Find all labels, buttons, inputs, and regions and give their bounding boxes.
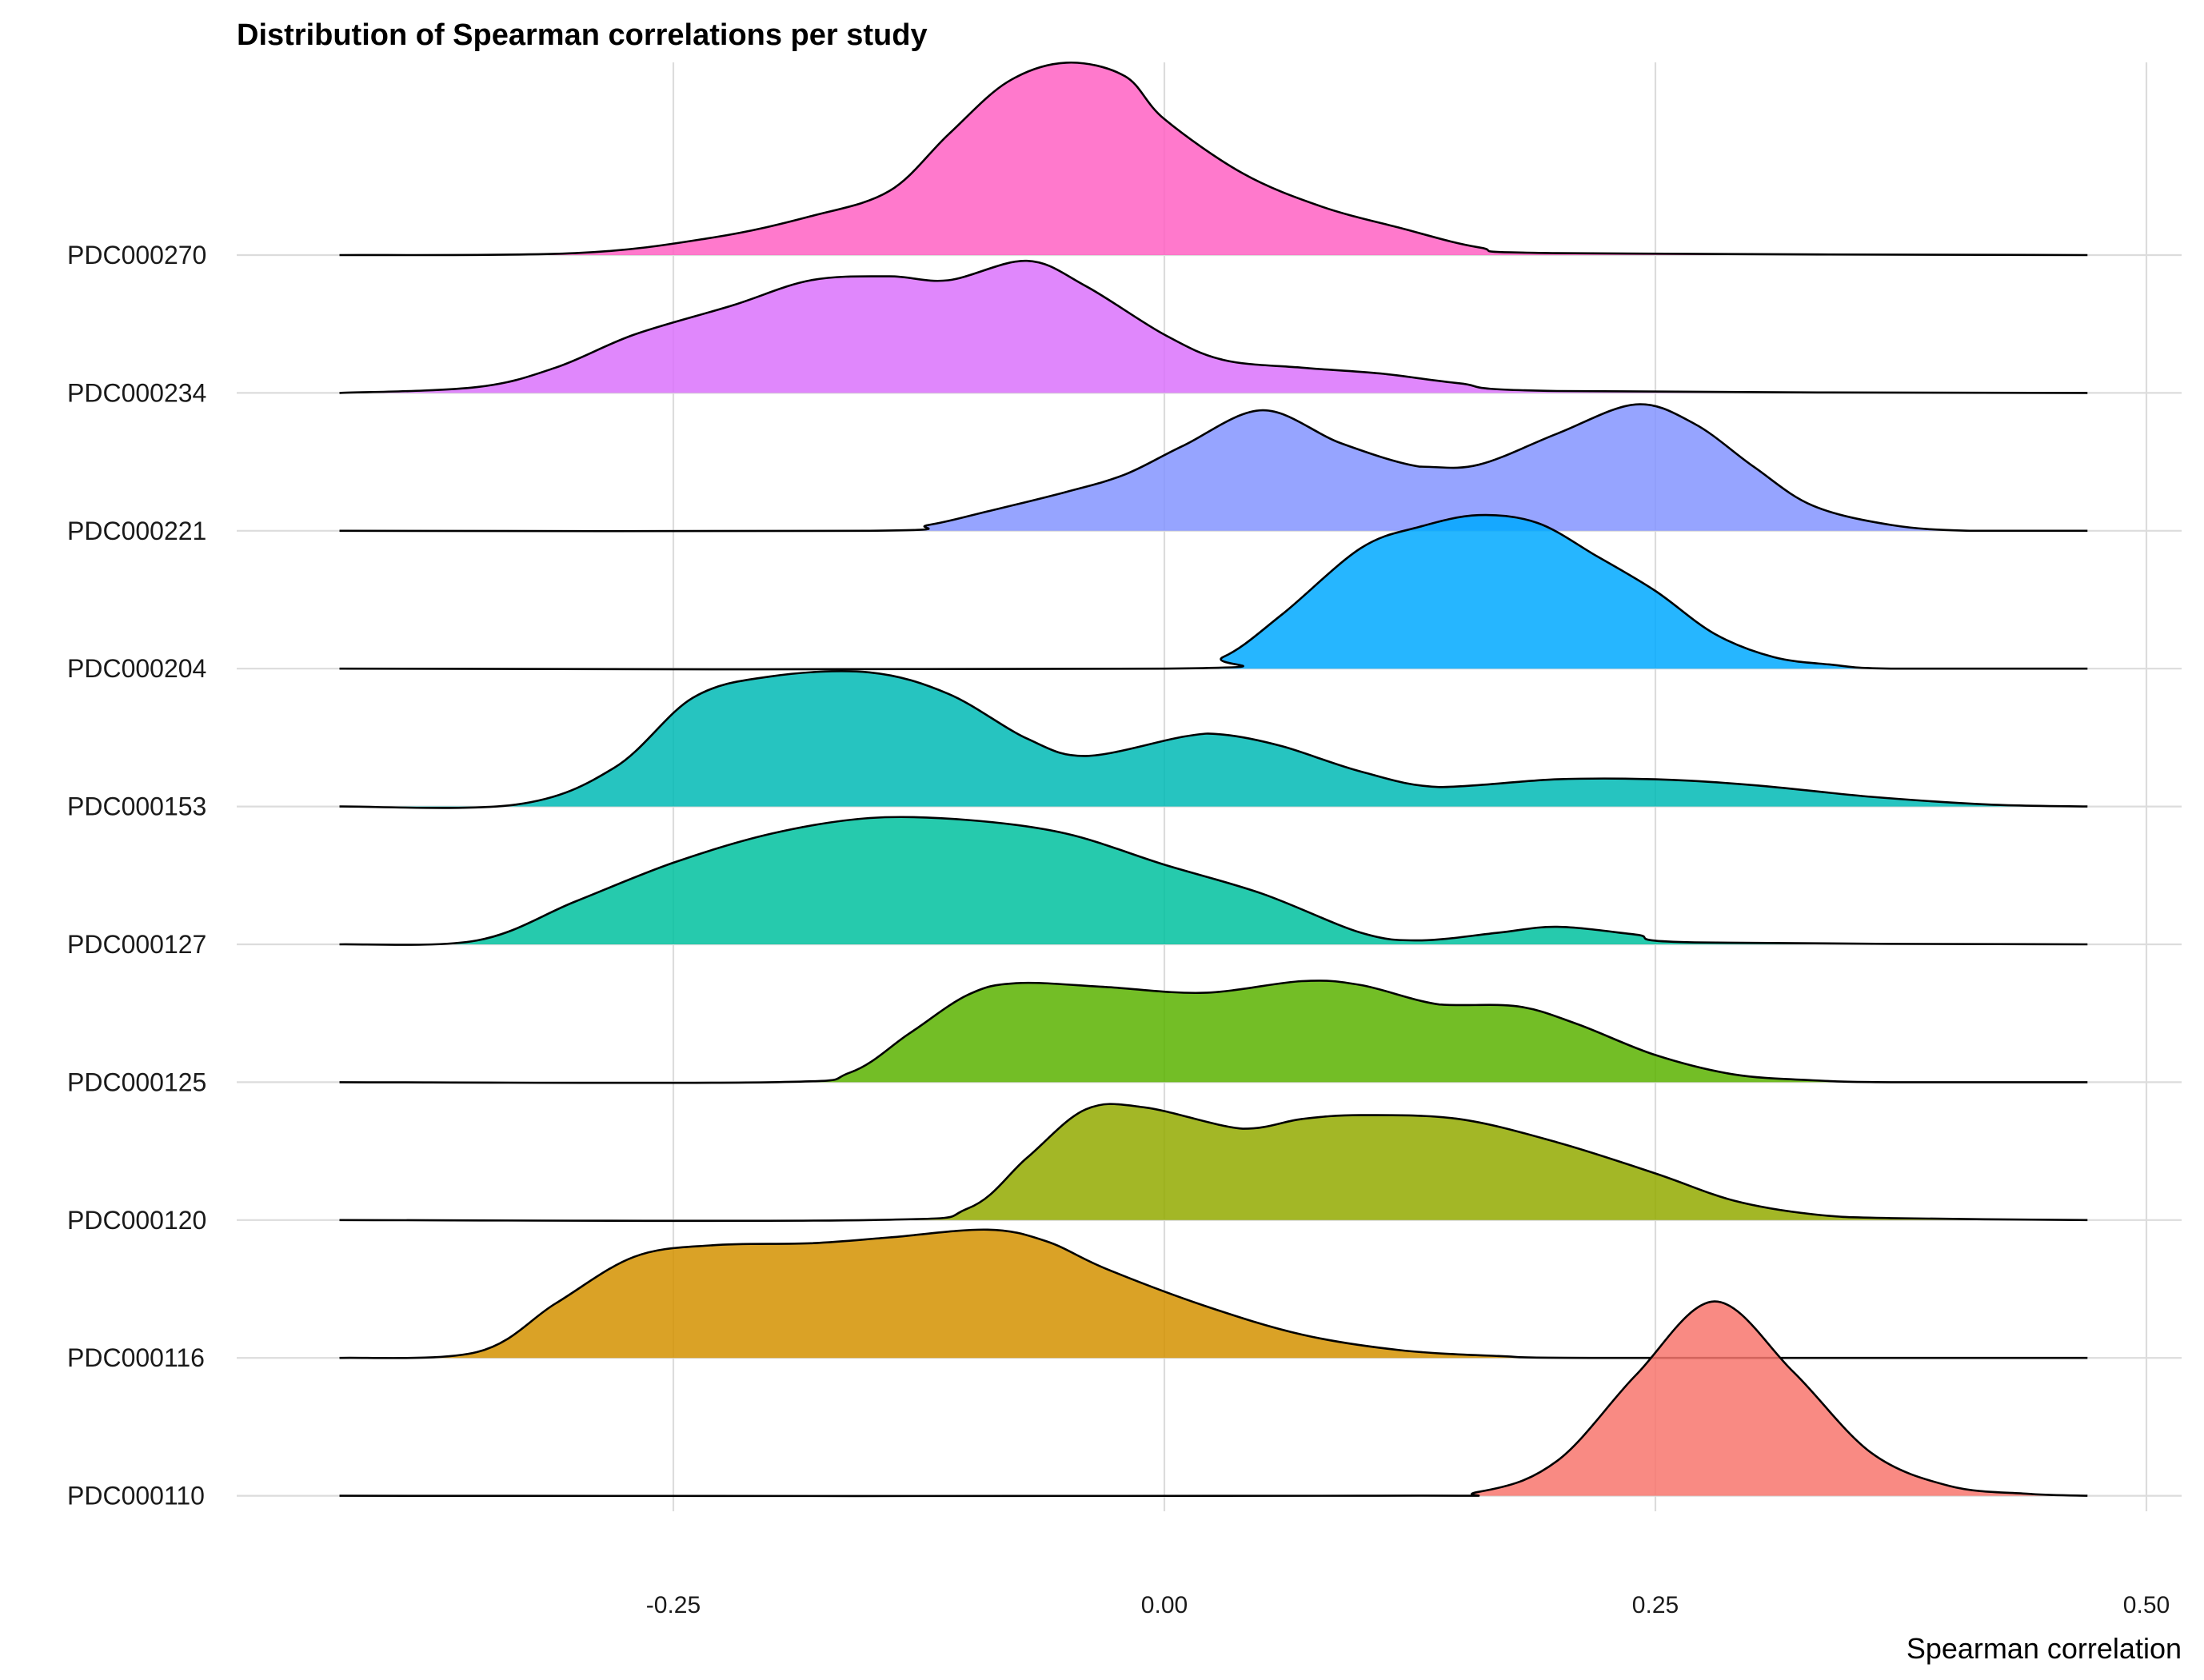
ridge-outline-pdc000127	[339, 816, 2088, 946]
ridge-outline-pdc000120	[339, 1103, 2088, 1223]
x-tick-label: 0.50	[2123, 1592, 2170, 1618]
y-tick-label: PDC000125	[67, 1067, 206, 1096]
ridge-fill-pdc000125	[339, 980, 2088, 1083]
y-tick-label: PDC000221	[67, 517, 206, 545]
ridge-fill-pdc000270	[339, 62, 2088, 256]
ridge-fill-pdc000234	[339, 261, 2088, 393]
ridge-fill-pdc000110	[339, 1301, 2088, 1496]
ridge-outline-pdc000221	[339, 403, 2088, 533]
chart-title: Distribution of Spearman correlations pe…	[237, 18, 928, 52]
x-tick-label: 0.25	[1632, 1592, 1679, 1618]
y-tick-label: PDC000204	[67, 654, 206, 683]
ridge-outline-pdc000270	[339, 61, 2088, 257]
ridge-outline-pdc000204	[339, 513, 2088, 671]
y-tick-label: PDC000110	[67, 1482, 205, 1510]
ridge-outline-pdc000234	[339, 259, 2088, 394]
ridge-fill-pdc000221	[339, 404, 2088, 532]
ridge-fill-pdc000120	[339, 1103, 2088, 1221]
ridge-outline-pdc000110	[339, 1300, 2088, 1498]
y-tick-label: PDC000270	[67, 241, 206, 269]
ridge-layer	[339, 61, 2088, 1498]
y-tick-label: PDC000116	[67, 1343, 205, 1372]
ridge-fill-pdc000116	[339, 1229, 2088, 1359]
ridge-outline-pdc000125	[339, 980, 2088, 1084]
y-tick-label: PDC000120	[67, 1206, 206, 1235]
label-layer: -0.25 0.00 0.25 0.50 PDC000110 PDC000116 PDC00…	[67, 241, 2170, 1618]
x-tick-label: 0.00	[1141, 1592, 1188, 1618]
ridge-fill-pdc000204	[339, 515, 2088, 670]
ridge-outline-pdc000116	[339, 1228, 2088, 1359]
x-axis-label: Spearman correlation	[1907, 1632, 2182, 1665]
y-tick-label: PDC000234	[67, 378, 206, 407]
x-tick-label: -0.25	[646, 1592, 701, 1618]
y-tick-label: PDC000127	[67, 930, 206, 959]
ridge-fill-pdc000153	[339, 671, 2088, 808]
y-tick-label: PDC000153	[67, 792, 206, 821]
ridge-fill-pdc000127	[339, 816, 2088, 945]
ridge-outline-pdc000153	[339, 670, 2088, 809]
